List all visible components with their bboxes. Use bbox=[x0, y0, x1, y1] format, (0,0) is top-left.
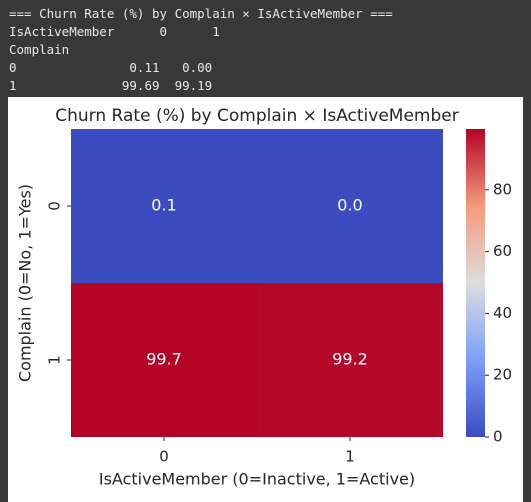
y-axis-label: Complain (0=No, 1=Yes) bbox=[16, 184, 35, 382]
cell-label: 0.0 bbox=[337, 196, 362, 215]
heatmap-cell bbox=[257, 129, 443, 283]
console-line: IsActiveMember 0 1 bbox=[9, 24, 220, 39]
y-tick-label: 0 bbox=[46, 201, 64, 211]
x-tick-label: 0 bbox=[159, 448, 169, 466]
cell-label: 99.7 bbox=[146, 350, 182, 369]
colorbar-tick-label: 60 bbox=[493, 242, 512, 260]
colorbar bbox=[466, 129, 485, 437]
colorbar-tick-label: 20 bbox=[493, 366, 512, 384]
console-line: Complain bbox=[9, 42, 70, 57]
x-axis-label: IsActiveMember (0=Inactive, 1=Active) bbox=[99, 470, 415, 489]
cell-label: 99.2 bbox=[332, 350, 368, 369]
y-tick-label: 1 bbox=[46, 355, 64, 365]
console-line: 1 99.69 99.19 bbox=[9, 78, 213, 93]
console-line: === Churn Rate (%) by Complain × IsActiv… bbox=[9, 6, 393, 21]
chart: Churn Rate (%) by Complain × IsActiveMem… bbox=[8, 97, 523, 502]
colorbar-tick-label: 40 bbox=[493, 304, 512, 322]
colorbar-tick-label: 80 bbox=[493, 180, 512, 198]
cell-label: 0.1 bbox=[151, 196, 176, 215]
console-output: === Churn Rate (%) by Complain × IsActiv… bbox=[0, 0, 531, 97]
heatmap-cell bbox=[71, 129, 257, 283]
colorbar-tick-label: 0 bbox=[493, 428, 503, 446]
x-tick-label: 1 bbox=[345, 448, 355, 466]
chart-title: Churn Rate (%) by Complain × IsActiveMem… bbox=[55, 106, 458, 126]
heatmap-cell bbox=[71, 283, 257, 437]
console-line: 0 0.11 0.00 bbox=[9, 60, 213, 75]
heatmap-cell bbox=[257, 283, 443, 437]
